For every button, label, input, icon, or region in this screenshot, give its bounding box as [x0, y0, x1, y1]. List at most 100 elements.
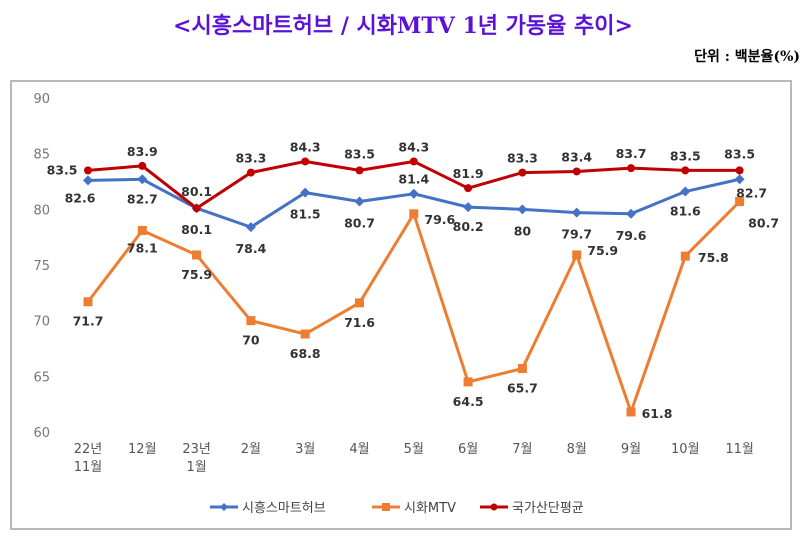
data-label: 75.9 — [587, 243, 618, 258]
y-tick-label: 90 — [33, 92, 50, 107]
data-point — [137, 174, 148, 185]
x-tick-label: 7월 — [512, 442, 532, 457]
data-point — [83, 175, 93, 186]
y-tick-label: 60 — [33, 426, 50, 441]
legend-label: 시흥스마트허브 — [242, 501, 326, 516]
data-label: 80.7 — [748, 216, 779, 231]
data-label: 71.6 — [344, 315, 375, 330]
x-tick-label: 1월 — [186, 460, 206, 475]
y-tick-label: 80 — [33, 203, 50, 218]
data-label: 83.9 — [127, 144, 158, 159]
y-tick-label: 85 — [33, 148, 50, 163]
data-label: 64.5 — [453, 394, 484, 409]
data-label: 61.8 — [642, 406, 673, 421]
data-label: 83.5 — [344, 146, 375, 161]
data-point — [572, 167, 581, 176]
data-label: 84.3 — [398, 139, 429, 154]
data-point — [301, 157, 310, 166]
data-point — [245, 222, 256, 233]
x-tick-label: 2월 — [241, 442, 261, 457]
data-label: 65.7 — [507, 381, 538, 396]
data-label: 80.1 — [181, 222, 212, 237]
x-tick-label: 11월 — [74, 460, 103, 475]
chart-title: <시흥스마트허브 / 시화MTV 1년 가동율 추이> — [173, 13, 633, 39]
x-tick-label: 3월 — [295, 442, 315, 457]
data-point — [192, 204, 201, 213]
legend-label: 시화MTV — [404, 501, 456, 516]
legend-marker — [382, 503, 390, 511]
data-label: 83.5 — [670, 148, 701, 163]
data-point — [680, 251, 690, 261]
data-point — [300, 187, 311, 198]
data-point — [734, 174, 745, 185]
legend-label: 국가산단평균 — [512, 501, 584, 516]
legend-marker — [220, 503, 228, 511]
legend-marker — [490, 503, 498, 511]
data-label: 83.3 — [507, 151, 538, 166]
y-tick-label: 65 — [33, 370, 50, 385]
data-label: 71.7 — [73, 314, 104, 329]
data-point — [137, 225, 147, 235]
data-point — [626, 407, 636, 417]
data-label: 83.4 — [561, 149, 592, 164]
data-point — [408, 188, 419, 199]
data-point — [409, 157, 418, 166]
data-label: 81.4 — [398, 172, 429, 187]
data-label: 80.2 — [453, 219, 484, 234]
data-label: 68.8 — [290, 346, 321, 361]
data-label: 83.5 — [724, 146, 755, 161]
data-label: 83.7 — [616, 146, 647, 161]
data-label: 80.1 — [181, 184, 212, 199]
data-point — [83, 297, 93, 307]
data-point — [355, 298, 364, 308]
data-label: 80.7 — [344, 216, 375, 231]
data-point — [300, 329, 310, 339]
data-point — [626, 208, 636, 219]
x-tick-label: 23년 — [182, 442, 211, 457]
data-label: 84.3 — [290, 139, 321, 154]
x-tick-label: 8월 — [567, 442, 587, 457]
x-tick-label: 10월 — [671, 442, 700, 457]
x-tick-label: 9월 — [621, 442, 641, 457]
data-point — [680, 186, 691, 197]
data-point — [518, 168, 527, 177]
data-point — [138, 161, 147, 170]
data-point — [572, 250, 582, 260]
x-tick-label: 6월 — [458, 442, 478, 457]
data-label: 79.6 — [424, 212, 455, 227]
data-label: 83.3 — [235, 151, 266, 166]
data-point — [354, 196, 365, 207]
data-label: 81.9 — [453, 166, 484, 181]
data-label: 81.5 — [290, 207, 321, 222]
data-point — [735, 166, 744, 175]
data-point — [627, 164, 635, 173]
data-label: 78.1 — [127, 240, 158, 255]
data-label: 82.6 — [65, 190, 96, 205]
data-point — [681, 166, 690, 175]
data-label: 70 — [242, 333, 260, 348]
data-point — [735, 197, 745, 207]
unit-label: 단위 : 백분율(%) — [694, 49, 800, 65]
data-point — [463, 377, 473, 387]
x-tick-label: 12월 — [128, 442, 157, 457]
data-label: 75.8 — [698, 250, 729, 265]
data-point — [355, 166, 364, 175]
data-label: 82.7 — [736, 185, 767, 200]
data-label: 81.6 — [670, 204, 701, 219]
data-label: 80 — [514, 223, 532, 238]
data-point — [84, 166, 92, 175]
data-label: 75.9 — [181, 267, 212, 282]
chart-frame — [10, 80, 792, 530]
data-label: 79.6 — [616, 228, 647, 243]
data-point — [409, 209, 419, 219]
data-point — [192, 250, 202, 260]
x-tick-label: 5월 — [404, 442, 424, 457]
x-tick-label: 4월 — [349, 442, 369, 457]
data-point — [246, 168, 255, 177]
data-point — [246, 316, 256, 326]
y-tick-label: 70 — [33, 315, 50, 330]
data-label: 78.4 — [235, 241, 266, 256]
x-tick-label: 11월 — [725, 442, 754, 457]
data-point — [571, 207, 582, 218]
